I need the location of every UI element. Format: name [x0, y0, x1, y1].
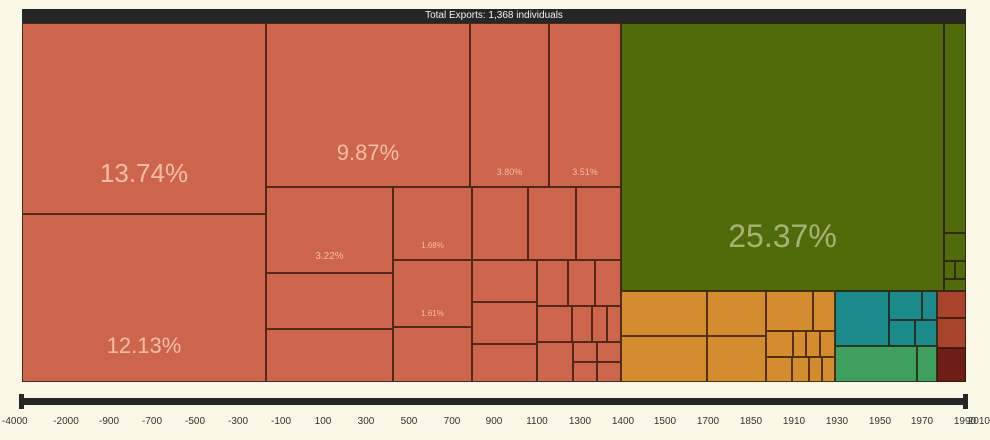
treemap-tile[interactable]	[766, 331, 793, 357]
tile-percent-label: 9.87%	[336, 140, 400, 165]
timeline-start-handle[interactable]	[19, 394, 24, 409]
treemap-tile[interactable]	[937, 291, 966, 318]
treemap-tile[interactable]	[597, 362, 621, 382]
treemap-tile[interactable]: 25.37%	[621, 23, 944, 291]
tile-percent-label: 13.74%	[99, 158, 189, 188]
treemap-tile[interactable]	[472, 344, 537, 382]
treemap-tile[interactable]	[937, 348, 966, 382]
timeline-slider-track[interactable]	[22, 398, 968, 405]
timeline-tick-label: 1100	[526, 416, 548, 427]
treemap-tile[interactable]	[889, 320, 915, 346]
timeline-tick-label: -300	[227, 416, 249, 427]
treemap-tile[interactable]	[944, 279, 966, 291]
treemap-tile[interactable]	[937, 318, 966, 348]
timeline-tick-label: -700	[141, 416, 163, 427]
treemap-tile[interactable]	[889, 291, 922, 320]
treemap-tile[interactable]: 12.13%	[22, 214, 266, 382]
treemap-tile[interactable]	[955, 261, 966, 279]
treemap-tile[interactable]	[792, 357, 809, 382]
treemap-tile[interactable]	[813, 291, 835, 331]
treemap-tile[interactable]: 9.87%	[266, 23, 470, 187]
timeline-tick-label: 1400	[611, 416, 635, 427]
chart-title: Total Exports: 1,368 individuals	[22, 9, 966, 23]
treemap-tile[interactable]	[572, 306, 592, 342]
treemap-tile[interactable]	[793, 331, 806, 357]
tile-percent-label: 12.13%	[106, 333, 182, 358]
timeline-tick-label: 1990	[953, 416, 977, 427]
tile-percent-label: 1.61%	[421, 309, 444, 318]
treemap-tile[interactable]	[944, 23, 966, 233]
treemap-tile[interactable]	[707, 336, 766, 382]
timeline-tick-label: 2010	[967, 416, 990, 427]
treemap-tile[interactable]	[573, 362, 597, 382]
treemap-tile[interactable]	[537, 342, 573, 382]
treemap-tile[interactable]	[822, 357, 835, 382]
treemap-tile[interactable]	[820, 331, 835, 357]
treemap-tile[interactable]	[835, 291, 889, 346]
tile-percent-label: 3.80%	[496, 167, 523, 177]
timeline-tick-label: 900	[485, 416, 503, 427]
treemap-tile[interactable]	[537, 306, 572, 342]
treemap-tile[interactable]: 13.74%	[22, 23, 266, 214]
treemap-tile[interactable]	[576, 187, 621, 260]
timeline-tick-label: 1910	[782, 416, 806, 427]
treemap-tile[interactable]	[944, 233, 966, 261]
timeline-tick-label: 700	[443, 416, 461, 427]
treemap-tile[interactable]	[806, 331, 820, 357]
treemap-tile[interactable]	[917, 346, 937, 382]
timeline-tick-label: 1970	[910, 416, 934, 427]
treemap-tile[interactable]	[607, 306, 621, 342]
treemap-tile[interactable]	[707, 291, 766, 336]
treemap-tile[interactable]	[597, 342, 621, 362]
treemap-tile[interactable]: 3.51%	[549, 23, 621, 187]
timeline-end-handle[interactable]	[963, 394, 968, 409]
treemap-tile[interactable]	[528, 187, 576, 260]
treemap-tile[interactable]	[573, 342, 597, 362]
treemap-tile[interactable]	[472, 260, 537, 302]
tile-percent-label: 3.22%	[315, 251, 344, 262]
treemap-tile[interactable]	[537, 260, 568, 306]
treemap-tile[interactable]	[621, 336, 707, 382]
timeline-tick-label: 300	[357, 416, 375, 427]
timeline-tick-label: 1300	[568, 416, 592, 427]
timeline-tick-label: 1950	[868, 416, 892, 427]
treemap-tile[interactable]	[393, 327, 472, 382]
timeline-tick-label: -4000	[2, 416, 28, 427]
tile-percent-label: 3.51%	[572, 167, 598, 177]
timeline-tick-label: -500	[184, 416, 206, 427]
treemap-tile[interactable]	[472, 187, 528, 260]
tile-percent-label: 1.68%	[421, 241, 444, 250]
treemap-tile[interactable]	[568, 260, 595, 306]
treemap-tile[interactable]	[595, 260, 621, 306]
treemap-tile[interactable]: 3.22%	[266, 187, 393, 273]
treemap-tile[interactable]	[915, 320, 937, 346]
timeline-tick-label: 1500	[653, 416, 677, 427]
timeline-tick-label: 500	[400, 416, 418, 427]
timeline-tick-label: 1930	[825, 416, 849, 427]
timeline-tick-label: -900	[98, 416, 120, 427]
treemap-tile[interactable]	[266, 273, 393, 329]
tile-percent-label: 25.37%	[728, 218, 837, 254]
treemap-tile[interactable]	[766, 291, 813, 331]
treemap: 13.74% 12.13% 9.87% 3.80% 3.51% 3.22% 1.68% 1.6…	[22, 23, 966, 382]
treemap-tile[interactable]	[809, 357, 822, 382]
treemap-tile[interactable]	[835, 346, 917, 382]
timeline-tick-label: -2000	[53, 416, 79, 427]
timeline-tick-label: -100	[270, 416, 292, 427]
treemap-tile[interactable]: 1.68%	[393, 187, 472, 260]
treemap-tile[interactable]	[944, 261, 955, 279]
timeline-tick-label: 1700	[696, 416, 720, 427]
treemap-tile[interactable]	[922, 291, 937, 320]
treemap-tile[interactable]: 3.80%	[470, 23, 549, 187]
timeline-tick-label: 100	[314, 416, 332, 427]
treemap-tile[interactable]: 1.61%	[393, 260, 472, 327]
treemap-tile[interactable]	[766, 357, 792, 382]
treemap-tile[interactable]	[621, 291, 707, 336]
timeline-tick-label: 1850	[739, 416, 763, 427]
treemap-tile[interactable]	[472, 302, 537, 344]
treemap-tile[interactable]	[266, 329, 393, 382]
treemap-tile[interactable]	[592, 306, 607, 342]
